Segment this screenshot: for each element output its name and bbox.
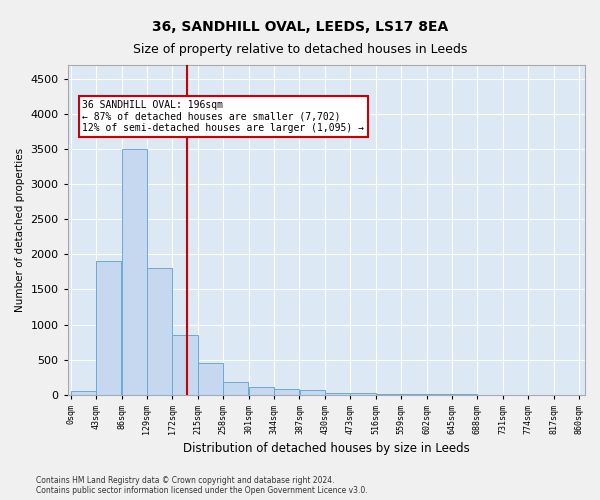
Text: 36 SANDHILL OVAL: 196sqm
← 87% of detached houses are smaller (7,702)
12% of sem: 36 SANDHILL OVAL: 196sqm ← 87% of detach… [82, 100, 364, 134]
Bar [249, 387, 274, 394]
Bar [147, 268, 172, 394]
Bar [96, 262, 121, 394]
Bar [122, 149, 147, 394]
Bar [172, 335, 197, 394]
Bar [274, 390, 299, 394]
Text: Contains HM Land Registry data © Crown copyright and database right 2024.: Contains HM Land Registry data © Crown c… [36, 476, 335, 485]
Text: Size of property relative to detached houses in Leeds: Size of property relative to detached ho… [133, 42, 467, 56]
X-axis label: Distribution of detached houses by size in Leeds: Distribution of detached houses by size … [183, 442, 470, 455]
Y-axis label: Number of detached properties: Number of detached properties [15, 148, 25, 312]
Bar [350, 393, 376, 394]
Bar [198, 363, 223, 394]
Bar [223, 382, 248, 394]
Text: Contains public sector information licensed under the Open Government Licence v3: Contains public sector information licen… [36, 486, 368, 495]
Text: 36, SANDHILL OVAL, LEEDS, LS17 8EA: 36, SANDHILL OVAL, LEEDS, LS17 8EA [152, 20, 448, 34]
Bar [71, 391, 96, 394]
Bar [299, 390, 325, 394]
Bar [325, 392, 350, 394]
